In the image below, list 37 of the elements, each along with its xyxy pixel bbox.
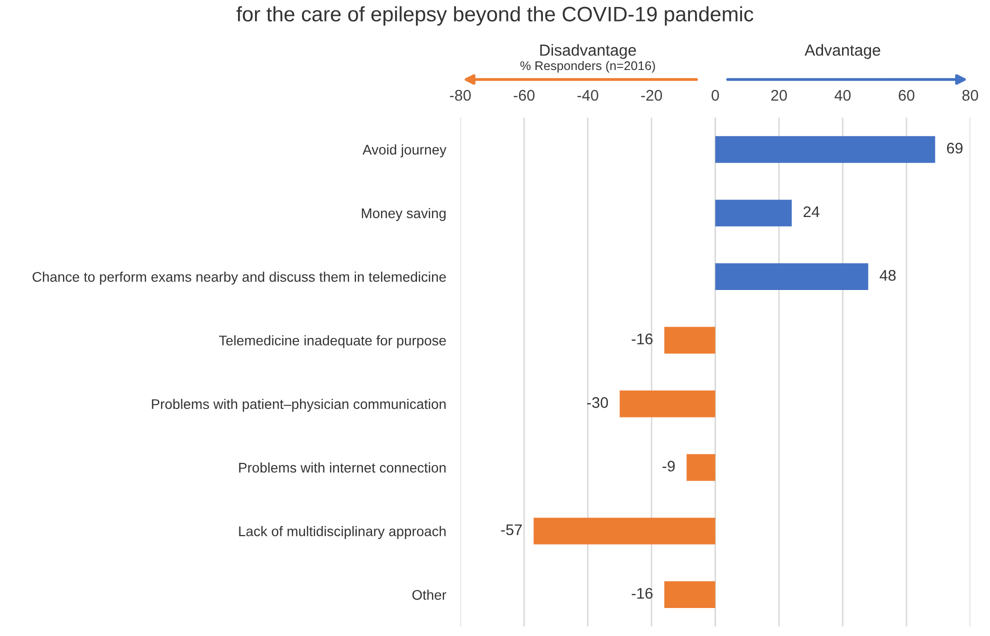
x-tick-label: -20 <box>641 90 662 101</box>
bar <box>534 518 716 544</box>
x-axis-title: % Responders (n=2016) <box>520 60 655 73</box>
text: Advantage <box>804 44 880 59</box>
data-label: -57 <box>501 524 522 536</box>
data-label: -30 <box>587 397 608 408</box>
x-tick-label: -40 <box>577 90 598 101</box>
bar <box>715 263 868 290</box>
bar <box>715 200 792 226</box>
data-label: -9 <box>662 460 675 472</box>
y-tick-label: Problems with patient–physician communication <box>152 398 446 412</box>
data-label: -16 <box>632 334 653 344</box>
y-tick-label: Lack of multidisciplinary approach <box>239 526 446 539</box>
x-tick-label: -80 <box>450 90 471 101</box>
bar <box>686 454 716 481</box>
bar <box>664 326 716 354</box>
y-tick-label: Problems with internet connection <box>239 462 446 473</box>
x-tick-label: 0 <box>712 90 719 101</box>
y-tick-label: Avoid journey <box>362 144 446 158</box>
y-tick-label: Other <box>412 590 446 600</box>
chart-title: for the care of epilepsy beyond the COVID-19 pandemic <box>236 6 754 26</box>
x-tick-label: 20 <box>771 90 787 101</box>
bar <box>664 581 716 608</box>
y-tick-label: Telemedicine inadequate for purpose <box>219 335 446 348</box>
text: Disadvantage <box>540 44 636 59</box>
data-label: 48 <box>880 270 896 281</box>
x-tick-label: 60 <box>898 90 914 101</box>
y-tick-label: Money saving <box>362 208 446 221</box>
data-label: -16 <box>632 588 653 599</box>
bar <box>715 136 936 163</box>
x-tick-label: 40 <box>834 90 851 101</box>
bar <box>620 390 716 418</box>
x-tick-label: 80 <box>962 90 978 101</box>
y-tick-label: Chance to perform exams nearby and discuss them in telemedicine <box>32 272 446 285</box>
x-tick-label: -60 <box>514 90 535 101</box>
data-label: 24 <box>804 206 820 218</box>
data-label: 69 <box>947 142 963 154</box>
